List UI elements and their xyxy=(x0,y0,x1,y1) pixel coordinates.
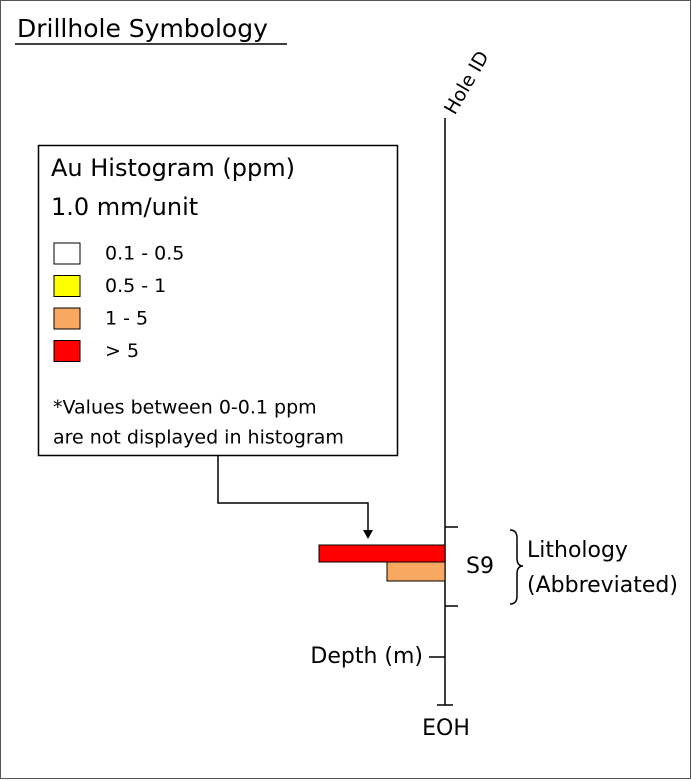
legend-label: 0.1 - 0.5 xyxy=(105,243,184,265)
legend-note: *Values between 0-0.1 ppm xyxy=(53,397,317,419)
legend-swatch xyxy=(53,340,81,362)
title: Drillhole Symbology xyxy=(17,14,268,43)
legend-swatch xyxy=(53,307,81,330)
lithology-label: (Abbreviated) xyxy=(527,573,678,598)
end-label: EOH xyxy=(422,716,470,741)
legend-scale: 1.0 mm/unit xyxy=(51,193,198,221)
legend-label: 0.5 - 1 xyxy=(105,275,166,297)
histogram-bar xyxy=(386,561,446,582)
brace xyxy=(509,529,524,605)
connector xyxy=(217,456,369,532)
legend-label: > 5 xyxy=(105,340,139,362)
legend-note: are not displayed in histogram xyxy=(53,427,344,449)
legend-swatch xyxy=(53,275,81,297)
legend-title: Au Histogram (ppm) xyxy=(51,154,295,182)
histogram-bar xyxy=(318,544,446,563)
legend-box xyxy=(37,144,399,457)
lithology-label: Lithology xyxy=(527,538,628,563)
interval-code: S9 xyxy=(466,554,494,579)
arrowhead xyxy=(363,530,373,539)
legend-label: 1 - 5 xyxy=(105,308,148,330)
depth-label: Depth (m) xyxy=(310,644,423,669)
legend-swatch xyxy=(53,242,81,265)
